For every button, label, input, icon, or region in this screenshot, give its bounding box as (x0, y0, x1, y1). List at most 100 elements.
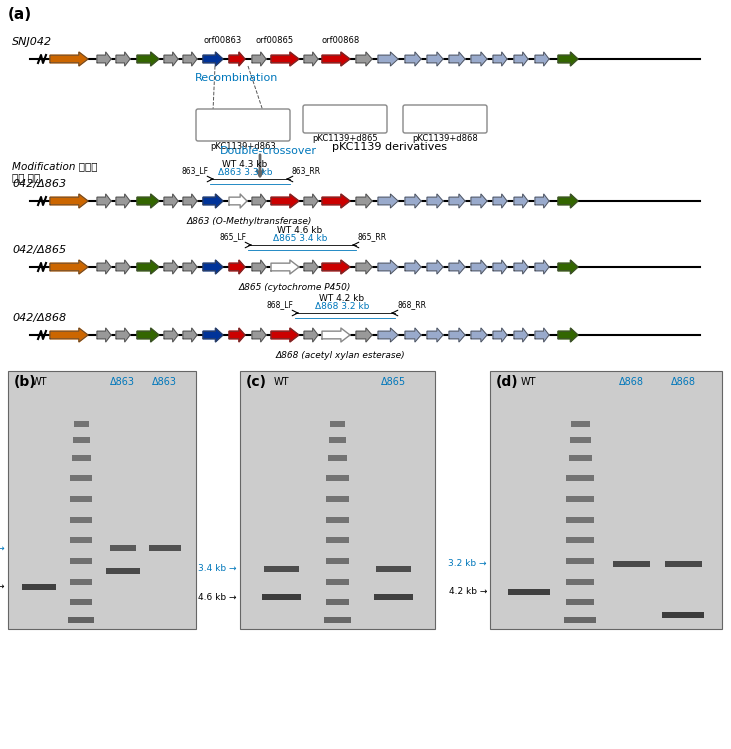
Text: orf00865: orf00865 (255, 36, 293, 45)
Text: Δ865: Δ865 (381, 377, 406, 387)
Polygon shape (356, 328, 372, 342)
Text: pKC1139+d863: pKC1139+d863 (210, 142, 276, 151)
Polygon shape (427, 194, 443, 208)
Bar (564, 617, 596, 623)
Polygon shape (514, 52, 528, 66)
Polygon shape (271, 194, 299, 208)
Polygon shape (427, 328, 443, 342)
Polygon shape (164, 194, 178, 208)
Polygon shape (449, 194, 465, 208)
Text: Δ863: Δ863 (110, 377, 135, 387)
Polygon shape (50, 328, 88, 342)
Polygon shape (137, 194, 159, 208)
Bar (72, 437, 90, 443)
Polygon shape (405, 260, 421, 274)
Polygon shape (271, 52, 299, 66)
Polygon shape (229, 328, 245, 342)
Bar (70, 496, 92, 502)
Text: 865_RR: 865_RR (358, 232, 387, 241)
Text: 868_RR: 868_RR (397, 300, 426, 309)
Polygon shape (255, 119, 271, 131)
Polygon shape (535, 260, 549, 274)
Polygon shape (356, 260, 372, 274)
Polygon shape (350, 113, 366, 125)
Polygon shape (183, 328, 197, 342)
Bar (326, 537, 349, 543)
Text: (c): (c) (246, 375, 267, 389)
Bar (569, 437, 591, 443)
Polygon shape (335, 113, 347, 125)
Polygon shape (411, 113, 431, 125)
Polygon shape (493, 328, 507, 342)
Bar (72, 455, 91, 461)
Polygon shape (493, 194, 507, 208)
Bar (567, 599, 594, 605)
Text: WT: WT (274, 377, 289, 387)
Polygon shape (435, 113, 447, 125)
Polygon shape (271, 260, 299, 274)
Polygon shape (356, 52, 372, 66)
Polygon shape (116, 328, 130, 342)
Text: 3.3 kb →: 3.3 kb → (0, 544, 5, 553)
Polygon shape (322, 328, 350, 342)
Text: 042/Δ865: 042/Δ865 (12, 245, 66, 255)
Bar (264, 565, 299, 571)
Text: Δ865 (cytochrome P450): Δ865 (cytochrome P450) (239, 283, 351, 292)
Text: (d): (d) (496, 375, 518, 389)
Text: (b): (b) (14, 375, 37, 389)
Bar (490, 371, 722, 629)
Polygon shape (427, 260, 443, 274)
Text: 3.4 kb →: 3.4 kb → (199, 564, 237, 573)
Polygon shape (378, 328, 398, 342)
Text: Double-crossover: Double-crossover (220, 146, 317, 156)
Text: Δ868 3.2 kb: Δ868 3.2 kb (315, 302, 369, 311)
Text: 868_LF: 868_LF (266, 300, 293, 309)
Polygon shape (252, 260, 266, 274)
Bar (569, 455, 592, 461)
Polygon shape (304, 328, 318, 342)
Bar (324, 617, 351, 623)
Bar (240, 371, 435, 629)
Text: 042/Δ863: 042/Δ863 (12, 179, 66, 189)
Text: WT: WT (31, 377, 47, 387)
Bar (70, 558, 92, 564)
Polygon shape (97, 194, 111, 208)
Polygon shape (378, 260, 398, 274)
Text: Modification 유전자: Modification 유전자 (12, 161, 97, 171)
Bar (110, 545, 136, 551)
Polygon shape (449, 260, 465, 274)
Text: pKC1139 derivatives: pKC1139 derivatives (333, 142, 447, 152)
Polygon shape (493, 260, 507, 274)
Polygon shape (405, 52, 421, 66)
Polygon shape (206, 119, 234, 131)
Bar (326, 476, 349, 482)
Text: orf00868: orf00868 (322, 36, 360, 45)
Polygon shape (203, 328, 223, 342)
Bar (74, 421, 88, 427)
Polygon shape (449, 52, 465, 66)
Text: Δ863 (O-Methyltransferase): Δ863 (O-Methyltransferase) (186, 217, 311, 226)
Text: Δ865 3.4 kb: Δ865 3.4 kb (273, 234, 327, 243)
Polygon shape (97, 328, 111, 342)
Bar (567, 558, 594, 564)
Text: WT 4.3 kb: WT 4.3 kb (222, 160, 268, 169)
Polygon shape (116, 260, 130, 274)
Polygon shape (252, 328, 266, 342)
Polygon shape (164, 328, 178, 342)
Bar (508, 589, 550, 595)
Text: 4.3 kb →: 4.3 kb → (0, 582, 5, 591)
Polygon shape (137, 260, 159, 274)
Text: SNJ042: SNJ042 (12, 37, 52, 47)
Polygon shape (137, 328, 159, 342)
Text: 863_RR: 863_RR (292, 166, 321, 175)
Polygon shape (558, 260, 578, 274)
Polygon shape (427, 52, 443, 66)
Polygon shape (558, 194, 578, 208)
Polygon shape (450, 113, 466, 125)
Bar (567, 496, 594, 502)
Bar (326, 517, 349, 523)
Polygon shape (304, 194, 318, 208)
Text: pKC1139+d868: pKC1139+d868 (412, 134, 478, 143)
Polygon shape (493, 52, 507, 66)
Polygon shape (50, 260, 88, 274)
